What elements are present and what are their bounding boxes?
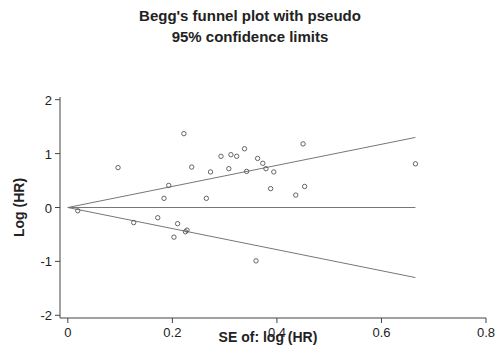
y-tick-label: 1 xyxy=(45,147,52,162)
x-tick xyxy=(276,318,277,323)
x-tick xyxy=(486,318,487,323)
study-point xyxy=(242,147,246,151)
study-point xyxy=(264,166,268,170)
title: 95% confidence limits xyxy=(172,28,329,45)
y-tick xyxy=(55,207,60,208)
study-point xyxy=(172,235,176,239)
study-point xyxy=(413,162,417,166)
study-point xyxy=(255,156,259,160)
study-point xyxy=(190,165,194,169)
study-point xyxy=(175,221,179,225)
y-tick xyxy=(55,315,60,316)
study-point xyxy=(294,193,298,197)
study-point xyxy=(254,259,258,263)
plot-area xyxy=(68,131,418,277)
study-point xyxy=(261,161,265,165)
study-point xyxy=(167,183,171,187)
x-tick-label: 0.2 xyxy=(163,325,181,340)
study-point xyxy=(301,142,305,146)
study-point xyxy=(156,216,160,220)
study-point xyxy=(182,131,186,135)
study-point xyxy=(234,154,238,158)
study-point xyxy=(116,165,120,169)
y-tick xyxy=(55,99,60,100)
confidence-limit-lower xyxy=(68,208,416,278)
x-tick-label: 0.8 xyxy=(477,325,495,340)
y-tick xyxy=(55,153,60,154)
y-tick-label: 0 xyxy=(45,201,52,216)
study-point xyxy=(268,186,272,190)
x-tick xyxy=(172,318,173,323)
study-point xyxy=(185,228,189,232)
y-tick-label: -1 xyxy=(40,254,52,269)
chart: Begg's funnel plot with pseudo 95% confid… xyxy=(0,0,500,348)
confidence-limit-upper xyxy=(68,137,416,207)
study-point xyxy=(227,166,231,170)
study-point xyxy=(204,196,208,200)
x-tick xyxy=(67,318,68,323)
study-point xyxy=(244,169,248,173)
x-axis-label: SE of: log (HR) xyxy=(219,329,318,345)
x-tick-label: 0 xyxy=(64,325,71,340)
study-point xyxy=(229,152,233,156)
x-tick xyxy=(381,318,382,323)
reference-line xyxy=(68,207,416,208)
study-point xyxy=(76,209,80,213)
y-tick xyxy=(55,261,60,262)
study-point xyxy=(302,184,306,188)
x-tick-label: 0.6 xyxy=(372,325,390,340)
study-point xyxy=(132,220,136,224)
y-tick-label: 2 xyxy=(45,93,52,108)
x-axis xyxy=(60,318,486,319)
y-axis-label: Log (HR) xyxy=(11,178,27,237)
title: Begg's funnel plot with pseudo xyxy=(139,7,361,24)
study-point xyxy=(219,154,223,158)
study-point xyxy=(162,196,166,200)
study-point xyxy=(272,170,276,174)
y-tick-label: -2 xyxy=(40,308,52,323)
study-point xyxy=(208,170,212,174)
